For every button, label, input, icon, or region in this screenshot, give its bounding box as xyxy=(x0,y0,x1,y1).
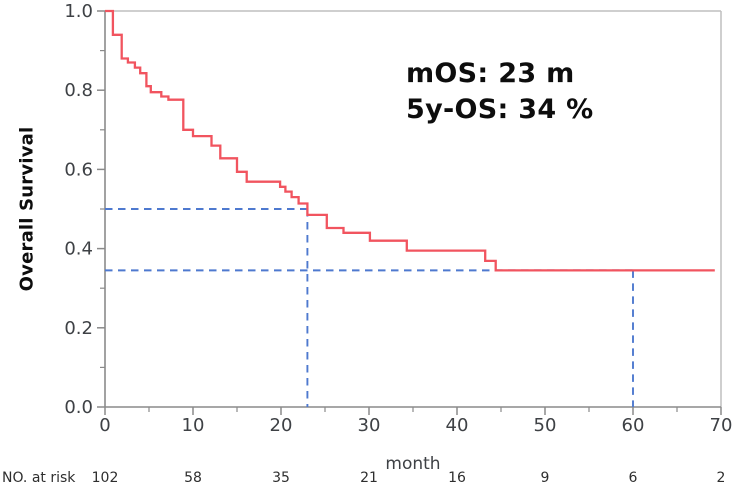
at-risk-count: 6 xyxy=(628,470,638,486)
x-tick-label: 40 xyxy=(446,415,469,436)
axis-ticks xyxy=(97,10,722,415)
y-tick-label: 0.8 xyxy=(64,80,93,101)
five-year-os-text: 5y-OS: 34 % xyxy=(406,94,594,125)
at-risk-count: 21 xyxy=(360,470,378,486)
at-risk-row-label: NO. at risk xyxy=(2,470,76,486)
y-tick-label: 1.0 xyxy=(64,1,93,22)
x-axis-title: month xyxy=(385,454,441,474)
y-axis-title: Overall Survival xyxy=(16,126,38,292)
x-tick-label: 10 xyxy=(182,415,205,436)
x-tick-label: 30 xyxy=(358,415,381,436)
y-tick-label: 0.0 xyxy=(64,397,93,418)
x-tick-label: 0 xyxy=(99,415,110,436)
at-risk-count: 2 xyxy=(716,470,726,486)
at-risk-count: 58 xyxy=(184,470,202,486)
survival-curve xyxy=(105,9,715,272)
km-step-path xyxy=(105,9,715,272)
y-tick-label: 0.2 xyxy=(64,318,93,339)
tick-labels: 0 10 20 30 40 50 60 70 0.0 0.2 0.4 0.6 0.8 1.0 xyxy=(64,1,732,436)
x-tick-label: 60 xyxy=(622,415,645,436)
at-risk-count: 16 xyxy=(448,470,466,486)
at-risk-count: 102 xyxy=(91,470,119,486)
median-os-text: mOS: 23 m xyxy=(406,58,575,89)
at-risk-count: 9 xyxy=(540,470,550,486)
x-tick-label: 20 xyxy=(270,415,293,436)
x-tick-label: 70 xyxy=(710,415,733,436)
stats-annotation: mOS: 23 m 5y-OS: 34 % xyxy=(406,56,594,128)
at-risk-count: 35 xyxy=(272,470,290,486)
y-tick-label: 0.4 xyxy=(64,239,93,260)
reference-dashed-lines xyxy=(105,208,634,407)
x-tick-label: 50 xyxy=(534,415,557,436)
plot-border xyxy=(105,10,722,407)
y-tick-label: 0.6 xyxy=(64,159,93,180)
